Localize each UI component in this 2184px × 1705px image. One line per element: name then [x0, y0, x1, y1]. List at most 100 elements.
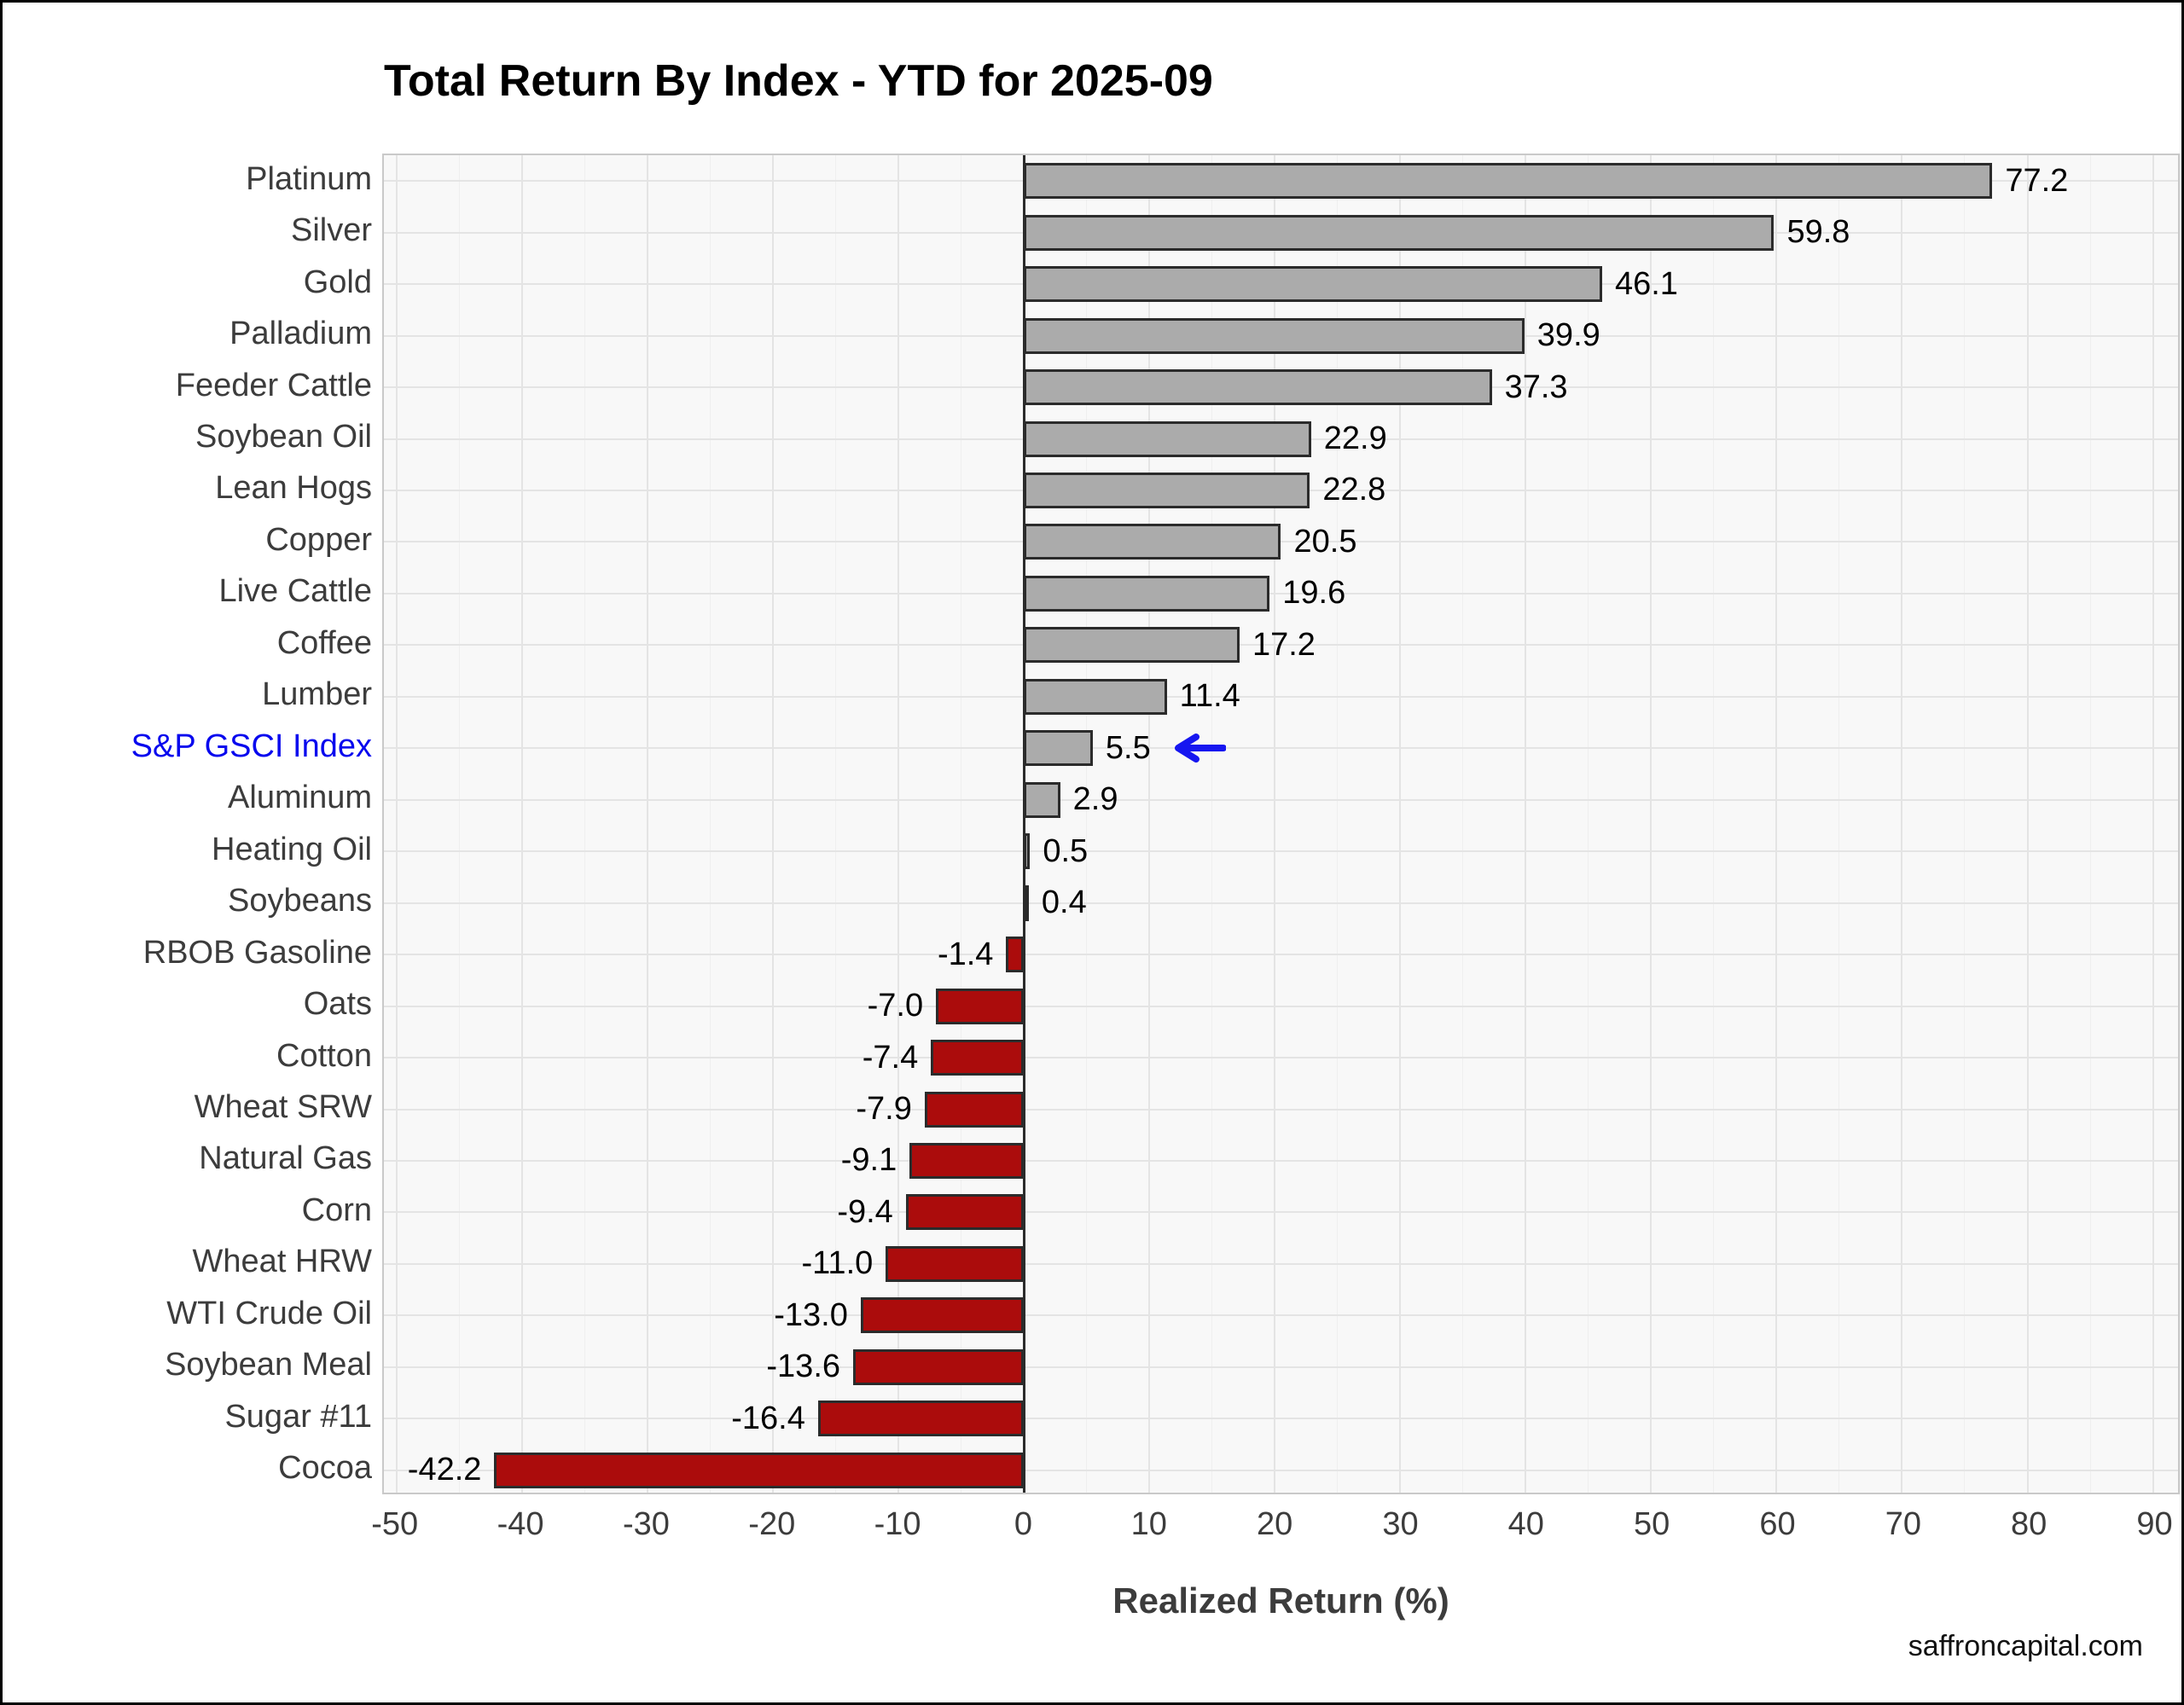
value-text: -13.0 [774, 1296, 848, 1333]
major-gridline [771, 155, 774, 1493]
value-label-soybean-oil: 22.9 [1324, 413, 1387, 464]
category-label-wheat-hrw: Wheat HRW [192, 1244, 372, 1280]
row-gridline [384, 1211, 2178, 1214]
value-text: -9.4 [837, 1193, 893, 1230]
minor-gridline [2089, 155, 2091, 1493]
value-label-heating-oil: 0.5 [1043, 826, 1088, 877]
x-tick-label: 80 [2011, 1506, 2048, 1542]
value-text: 19.6 [1282, 575, 1346, 612]
minor-gridline [834, 155, 836, 1493]
bar-wheat-hrw [886, 1245, 1025, 1282]
value-label-cocoa: -42.2 [408, 1445, 482, 1496]
x-tick-label: -40 [497, 1506, 544, 1542]
row-gridline [384, 747, 2178, 750]
x-tick-label: 70 [1885, 1506, 1921, 1542]
category-label-natural-gas: Natural Gas [199, 1140, 372, 1177]
row-gridline [384, 1057, 2178, 1059]
category-label-coffee: Coffee [276, 624, 372, 661]
category-label-palladium: Palladium [229, 316, 372, 352]
category-label-feeder-cattle: Feeder Cattle [175, 367, 372, 403]
x-tick-label: -10 [874, 1506, 921, 1542]
bar-soybeans [1024, 884, 1030, 921]
minor-gridline [1337, 155, 1339, 1493]
bar-platinum [1024, 163, 1993, 200]
value-text: 59.8 [1786, 214, 1850, 251]
x-tick-label: 60 [1759, 1506, 1796, 1542]
bar-soybean-oil [1024, 420, 1311, 457]
x-tick-label: 10 [1130, 1506, 1167, 1542]
major-gridline [1525, 155, 1527, 1493]
category-label-platinum: Platinum [246, 160, 372, 197]
category-label-lean-hogs: Lean Hogs [215, 470, 372, 507]
minor-gridline [1086, 155, 1088, 1493]
bar-aluminum [1024, 781, 1060, 818]
value-text: -9.1 [840, 1142, 897, 1179]
category-label-wheat-srw: Wheat SRW [194, 1089, 372, 1126]
minor-gridline [1838, 155, 1840, 1493]
value-label-wti-crude-oil: -13.0 [774, 1290, 848, 1341]
category-label-heating-oil: Heating Oil [212, 831, 372, 867]
category-label-live-cattle: Live Cattle [218, 573, 372, 610]
bar-palladium [1024, 317, 1525, 354]
bar-silver [1024, 214, 1774, 251]
x-tick-label: 0 [1014, 1506, 1033, 1542]
major-gridline [897, 155, 899, 1493]
category-label-s-p-gsci-index: S&P GSCI Index [131, 728, 372, 764]
value-text: -11.0 [801, 1245, 874, 1282]
bar-lean-hogs [1024, 473, 1310, 508]
value-text: 39.9 [1536, 317, 1600, 354]
value-label-corn: -9.4 [837, 1186, 892, 1238]
value-label-copper: 20.5 [1294, 516, 1357, 567]
value-label-wheat-srw: -7.9 [856, 1083, 911, 1134]
row-gridline [384, 902, 2178, 904]
bar-oats [936, 988, 1024, 1024]
value-label-feeder-cattle: 37.3 [1505, 362, 1568, 413]
value-text: 0.4 [1041, 884, 1087, 921]
row-gridline [384, 1366, 2178, 1368]
value-text: 2.9 [1072, 781, 1118, 818]
category-label-oats: Oats [303, 986, 372, 1023]
value-label-natural-gas: -9.1 [841, 1135, 897, 1186]
bar-corn [905, 1194, 1025, 1231]
bar-gold [1024, 266, 1602, 303]
minor-gridline [1462, 155, 1464, 1493]
value-label-soybeans: 0.4 [1042, 877, 1087, 928]
bar-rbob-gasoline [1006, 937, 1024, 973]
value-label-palladium: 39.9 [1537, 310, 1600, 361]
x-tick-label: 20 [1256, 1506, 1293, 1542]
value-label-platinum: 77.2 [2005, 155, 2068, 206]
major-gridline [1399, 155, 1402, 1493]
value-label-s-p-gsci-index: 5.5 [1106, 722, 1226, 774]
value-text: -1.4 [937, 936, 994, 972]
value-text: -7.4 [862, 1039, 919, 1076]
bar-cotton [931, 1040, 1024, 1076]
value-text: 17.2 [1252, 626, 1316, 663]
value-text: -16.4 [731, 1400, 805, 1436]
bar-natural-gas [909, 1143, 1024, 1179]
value-text: 20.5 [1293, 523, 1357, 560]
bar-copper [1024, 524, 1281, 560]
value-label-gold: 46.1 [1615, 258, 1678, 310]
row-gridline [384, 1160, 2178, 1162]
bar-layer: 77.2 59.8 46.1 39.9 37.3 22.9 22.8 20.5 19.6 17.2… [384, 155, 2178, 1493]
category-label-copper: Copper [265, 521, 372, 558]
value-label-sugar-11: -16.4 [731, 1393, 805, 1444]
value-label-aluminum: 2.9 [1073, 774, 1118, 826]
x-tick-label: 90 [2136, 1506, 2173, 1542]
x-tick-label: 40 [1507, 1506, 1544, 1542]
bar-soybean-meal [853, 1348, 1024, 1385]
x-tick-label: -30 [622, 1506, 670, 1542]
row-gridline [384, 1314, 2178, 1317]
row-gridline [384, 644, 2178, 647]
major-gridline [646, 155, 648, 1493]
bar-live-cattle [1024, 575, 1270, 612]
category-label-sugar-11: Sugar #11 [224, 1398, 372, 1435]
plot-panel: 77.2 59.8 46.1 39.9 37.3 22.9 22.8 20.5 19.6 17.2… [382, 154, 2180, 1494]
value-text: -42.2 [407, 1452, 482, 1488]
value-text: -13.6 [766, 1348, 841, 1385]
minor-gridline [1964, 155, 1966, 1493]
value-text: 22.9 [1323, 420, 1387, 457]
bar-feeder-cattle [1024, 369, 1492, 406]
x-tick-label: 50 [1634, 1506, 1670, 1542]
